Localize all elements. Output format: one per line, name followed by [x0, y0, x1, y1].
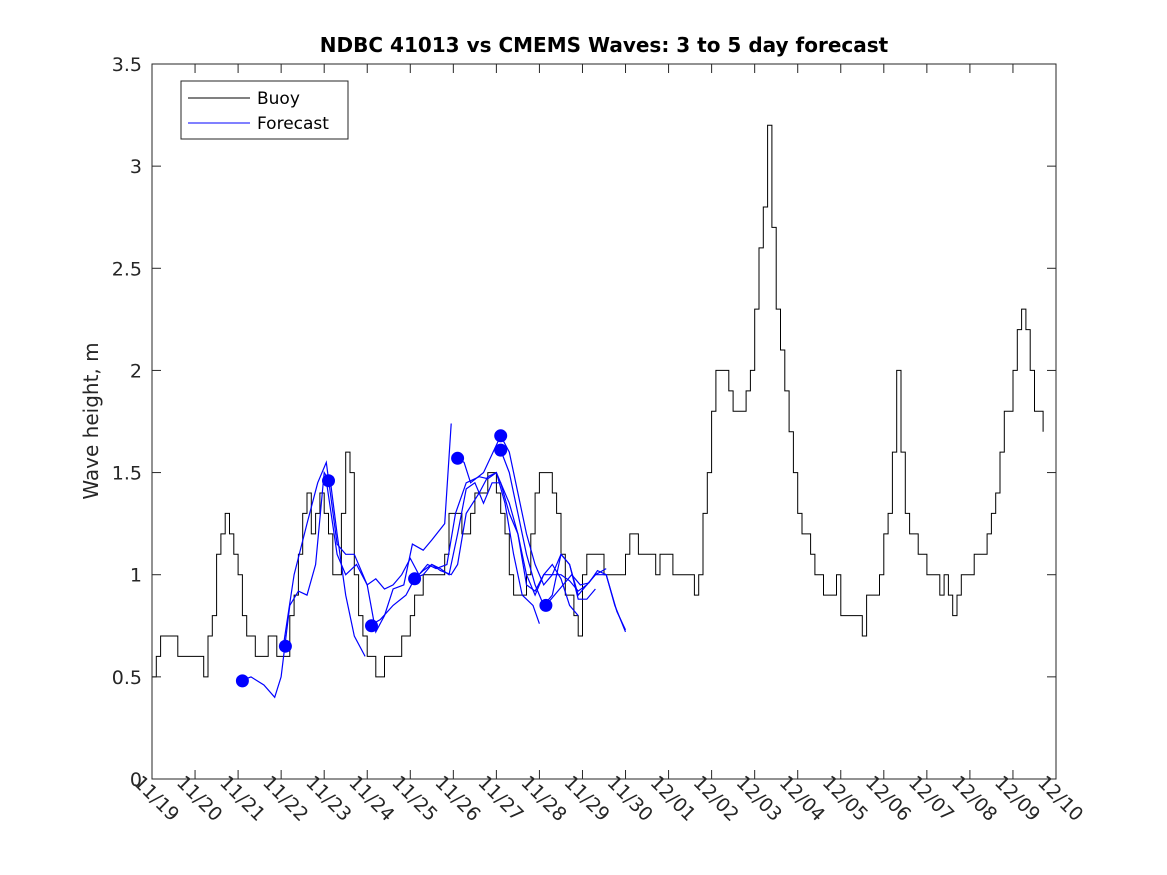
- forecast-marker-4: [408, 572, 422, 586]
- legend-buoy-label: Buoy: [257, 89, 300, 109]
- forecast-marker-6: [494, 429, 508, 443]
- y-tick-label-5: 2.5: [112, 258, 142, 280]
- forecast-marker-2: [322, 474, 335, 488]
- legend: Buoy Forecast: [180, 80, 349, 140]
- series-forecast-line-0: [239, 470, 366, 699]
- y-axis-label: Wave height, m: [79, 342, 103, 499]
- forecast-marker-7: [494, 443, 508, 457]
- y-tick-label-4: 2: [130, 360, 142, 382]
- series-forecast-line-2: [325, 471, 540, 624]
- forecast-marker-1: [278, 639, 292, 653]
- legend-box: [180, 80, 349, 140]
- plot-area: [152, 64, 1056, 779]
- y-tick-label-1: 0.5: [112, 667, 142, 689]
- forecast-marker-3: [365, 619, 378, 633]
- forecast-marker-0: [235, 674, 249, 688]
- chart-title: NDBC 41013 vs CMEMS Waves: 3 to 5 day fo…: [320, 33, 889, 57]
- forecast-marker-5: [451, 451, 465, 465]
- forecast-marker-8: [539, 598, 553, 612]
- series-forecast-line-1: [282, 423, 452, 647]
- axes-frame: [151, 63, 1057, 780]
- data-layer: [152, 124, 1044, 699]
- series-buoy-line: [152, 124, 1044, 678]
- series-forecast-line-7: [545, 569, 627, 633]
- y-tick-label-6: 3: [130, 156, 142, 178]
- y-tick-label-0: 0: [130, 769, 142, 791]
- y-tick-label-7: 3.5: [112, 54, 142, 76]
- series-forecast-line-5: [457, 434, 627, 631]
- y-tick-label-2: 1: [130, 565, 142, 587]
- y-tick-label-3: 1.5: [112, 463, 142, 485]
- legend-forecast-label: Forecast: [257, 114, 329, 134]
